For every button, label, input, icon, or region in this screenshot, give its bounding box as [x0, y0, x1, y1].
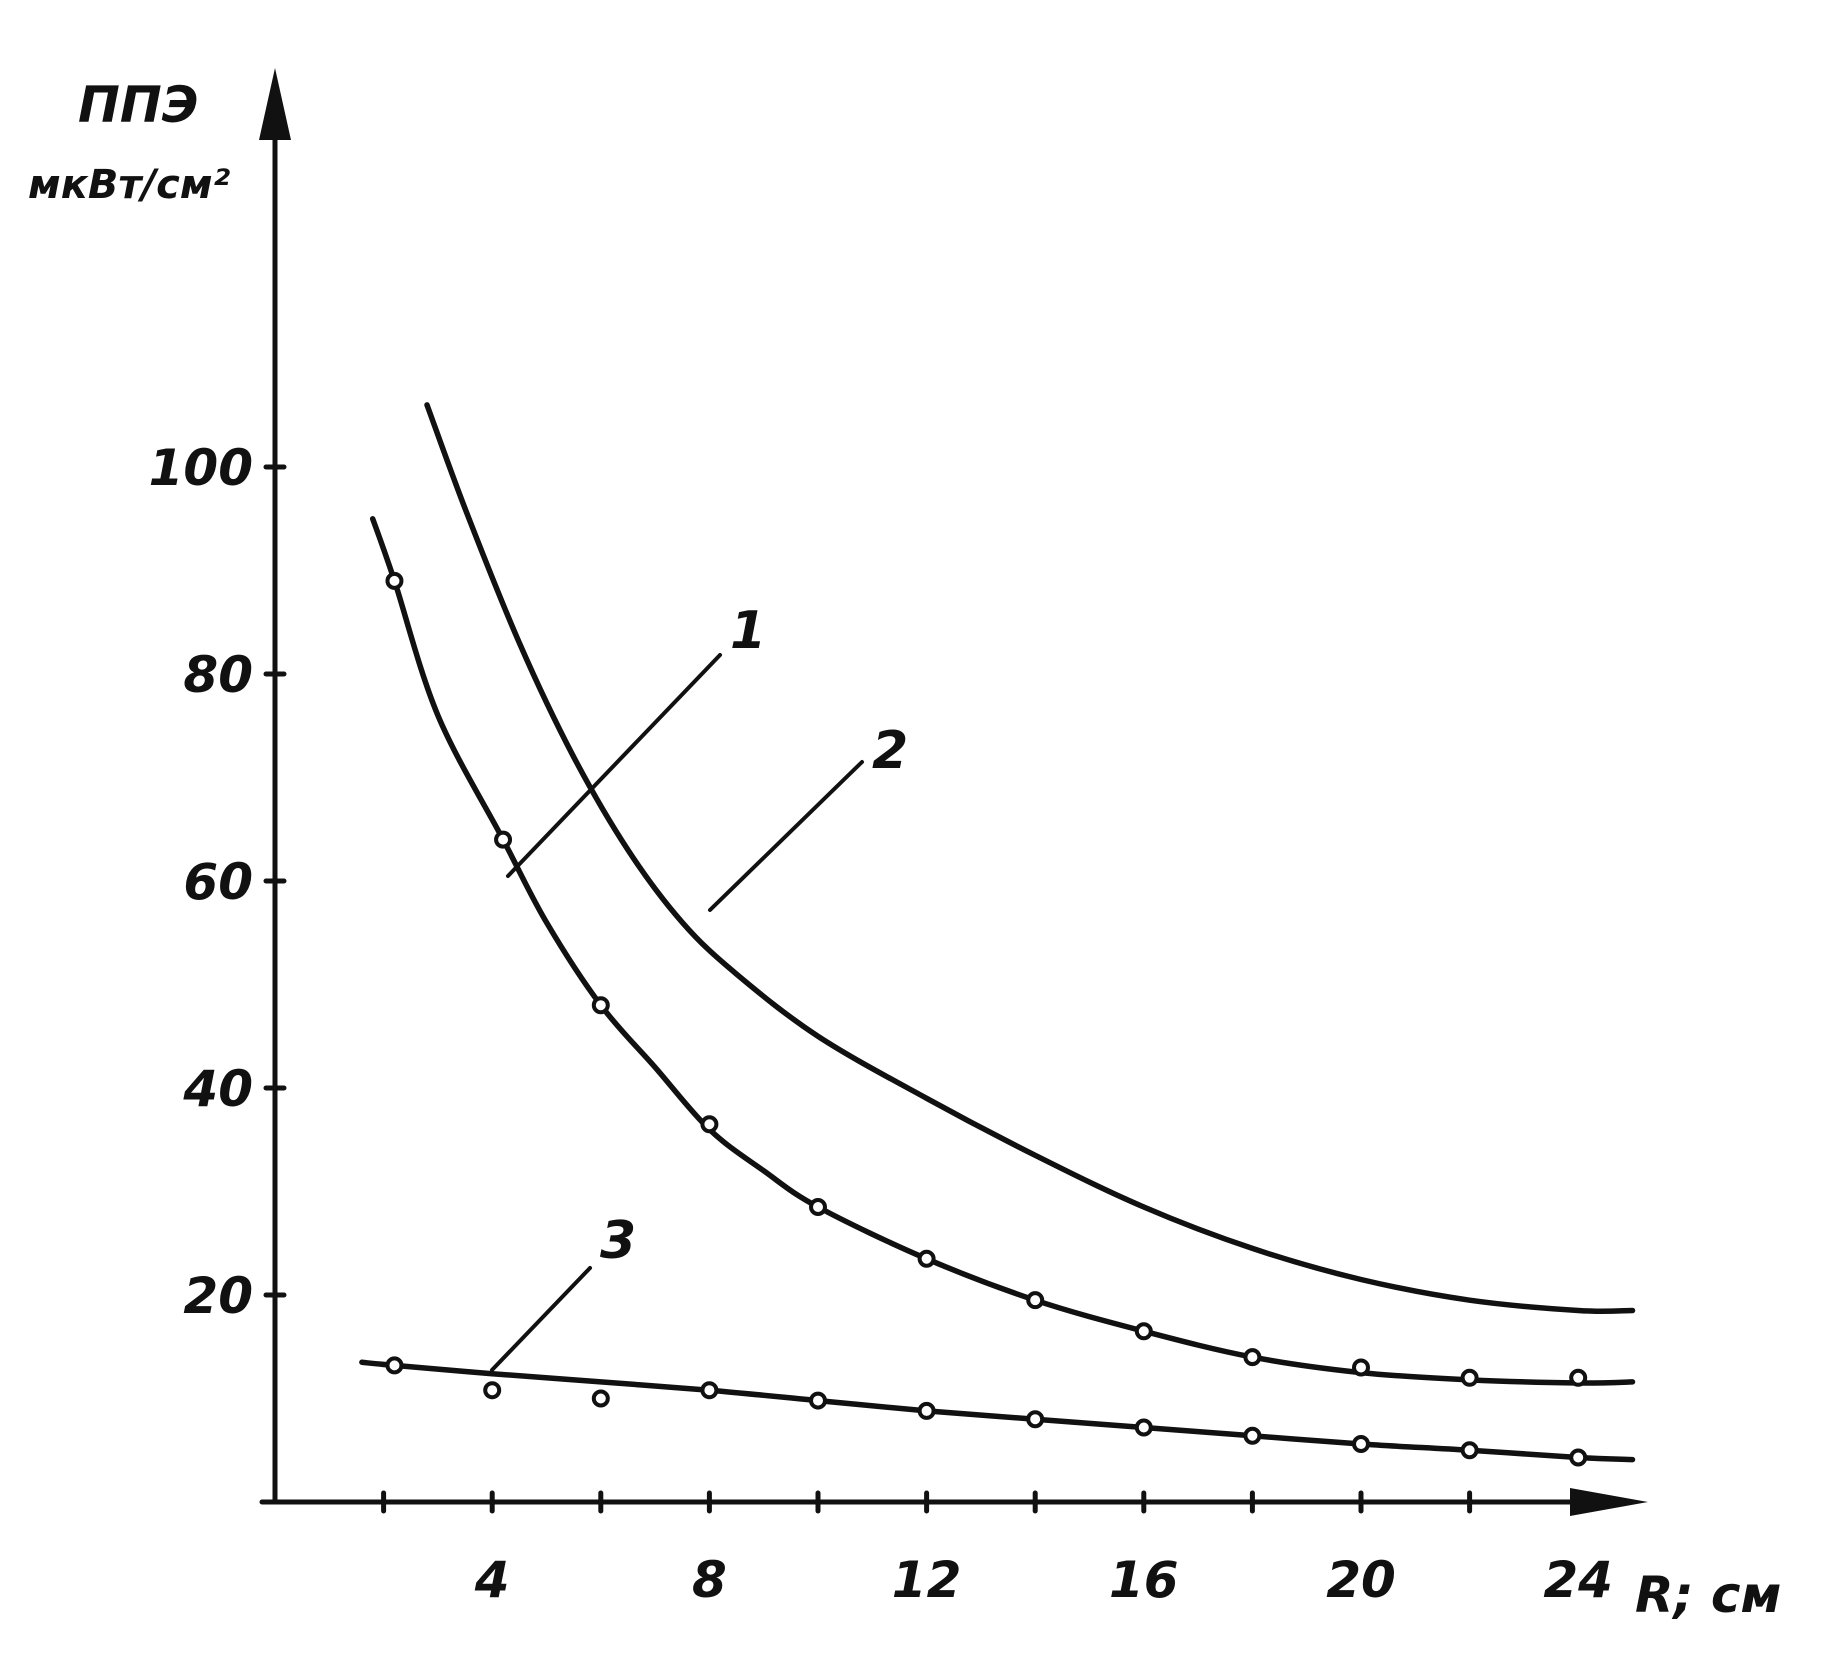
leader-series-1 — [506, 653, 722, 878]
data-point — [917, 1249, 936, 1268]
data-point — [700, 1115, 719, 1134]
data-point — [1243, 1348, 1262, 1367]
series-lines — [359, 402, 1636, 1463]
data-point — [809, 1391, 827, 1410]
x-tick-label: 24 — [1543, 1551, 1613, 1609]
data-point — [1243, 1426, 1262, 1445]
y-tick-label: 80 — [183, 646, 253, 704]
series-labels: 1 2 3 — [600, 601, 908, 1271]
series-markers — [385, 571, 1588, 1467]
x-tick-label: 20 — [1326, 1551, 1396, 1609]
data-point — [591, 1389, 610, 1408]
data-point — [1134, 1418, 1153, 1437]
series-line-3 — [359, 1359, 1636, 1463]
y-tick-label: 20 — [183, 1267, 253, 1325]
x-tick-labels: 4 8 12 16 20 24 — [474, 1551, 1613, 1609]
y-tick-label: 100 — [149, 439, 253, 497]
y-axis-arrow — [259, 68, 291, 140]
x-ticks — [381, 1490, 1581, 1514]
series-line-2 — [424, 402, 1636, 1315]
y-ticks — [263, 464, 287, 1298]
y-tick-label: 40 — [182, 1060, 253, 1118]
x-axis-arrow — [1570, 1488, 1648, 1516]
data-point — [483, 1381, 502, 1400]
data-point — [809, 1198, 827, 1217]
x-axis-label: R; см — [1635, 1566, 1781, 1624]
data-point — [1569, 1448, 1588, 1467]
y-axis-unit: мкВт/см² — [28, 162, 231, 208]
data-point — [1026, 1410, 1045, 1429]
data-point — [385, 571, 404, 590]
x-tick-label: 12 — [892, 1551, 962, 1609]
series-line-1 — [369, 516, 1636, 1386]
data-point — [591, 996, 610, 1015]
x-tick-label: 8 — [692, 1551, 727, 1609]
data-point — [385, 1356, 404, 1375]
series-label-3: 3 — [600, 1211, 636, 1271]
data-point — [1460, 1368, 1479, 1387]
leader-series-3 — [490, 1266, 592, 1372]
data-point — [1460, 1441, 1479, 1460]
series-label-1: 1 — [730, 601, 766, 661]
y-axis-label: ППЭ — [78, 76, 198, 134]
x-tick-label: 16 — [1109, 1551, 1179, 1609]
data-point — [1352, 1435, 1370, 1454]
leader-series-2 — [708, 760, 864, 912]
data-point — [494, 830, 513, 849]
data-point — [917, 1401, 936, 1420]
series-label-2: 2 — [872, 721, 908, 781]
axes — [259, 68, 1648, 1516]
x-tick-label: 4 — [474, 1551, 510, 1609]
data-point — [1134, 1322, 1153, 1341]
data-point — [1569, 1368, 1588, 1387]
series-label-leaders — [490, 653, 864, 1372]
data-point — [1026, 1291, 1045, 1310]
data-point — [700, 1381, 719, 1400]
y-tick-label: 60 — [183, 853, 253, 911]
data-point — [1352, 1358, 1370, 1377]
y-tick-labels: 20 40 60 80 100 — [149, 439, 253, 1325]
